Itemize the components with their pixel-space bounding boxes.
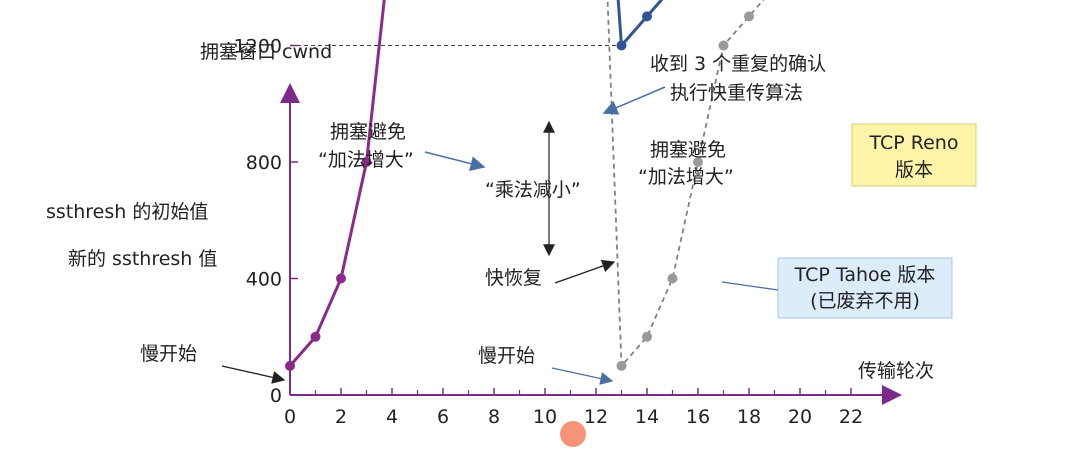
x-ticks: 0 2 4 6 8 10 12 14 16 18 20 22: [284, 388, 863, 428]
guide-lines: [290, 45, 622, 46]
triple-ack-label-1: 收到 3 个重复的确认: [650, 53, 826, 75]
ca2-label-1: 拥塞避免: [650, 139, 726, 161]
series-points: [285, 11, 754, 371]
series-slow-start-ca-point: [336, 273, 346, 284]
reno-label-1: TCP Reno: [869, 132, 959, 154]
tahoe-pointer: [721, 281, 779, 291]
series-slow-start-ca-point: [285, 360, 295, 371]
series-tahoe-point: [718, 40, 729, 51]
slow-start-arrow-1: [221, 365, 286, 384]
x-tick-label: 0: [284, 406, 296, 428]
md-label: “乘法减小”: [485, 179, 581, 201]
cursor-indicator: [560, 421, 586, 447]
x-tick-label: 2: [335, 406, 347, 428]
tahoe-label-2: (已废弃不用): [810, 290, 920, 312]
x-tick-label: 16: [686, 406, 710, 428]
tahoe-box: [777, 257, 953, 319]
y-tick-label: 800: [246, 152, 282, 174]
series-reno-line: [616, 0, 664, 50]
triple-ack-label-2: 执行快重传算法: [670, 82, 803, 104]
slow-start-arrow-2: [551, 367, 614, 385]
ca1-label-1: 拥塞避免: [330, 121, 406, 143]
y-axis-label: 拥塞窗口 cwnd: [200, 41, 332, 63]
ssthresh-initial-label: ssthresh 的初始值: [46, 201, 208, 223]
y-tick-label: 400: [246, 269, 282, 291]
series-tahoe-point: [616, 360, 627, 371]
ca2-label-2: “加法增大”: [638, 166, 734, 188]
series-reno-point: [616, 40, 627, 51]
x-axis-label: 传输轮次: [858, 360, 934, 382]
series-tahoe-point: [642, 331, 652, 342]
x-tick-label: 4: [386, 406, 398, 428]
x-tick-label: 6: [437, 406, 449, 428]
y-tick-label: 1200: [234, 36, 282, 58]
x-tick-label: 20: [788, 406, 812, 428]
series-slow-start-ca-point: [310, 331, 321, 342]
slow-start-label-2: 慢开始: [478, 345, 535, 367]
x-tick-label: 22: [839, 406, 863, 428]
reno-box: [851, 123, 977, 187]
tahoe-label-1: TCP Tahoe 版本: [794, 264, 936, 286]
x-tick-label: 8: [488, 406, 500, 428]
series-tahoe-point: [667, 273, 678, 284]
y-ticks: 04008001200160020002400: [234, 36, 298, 407]
reno-label-2: 版本: [895, 159, 933, 181]
series-tahoe-point: [744, 11, 754, 22]
y-tick-label: 0: [270, 385, 282, 407]
triple-ack-arrow: [602, 86, 666, 115]
ca1-arrow: [424, 151, 486, 171]
x-tick-label: 12: [584, 406, 608, 428]
ca1-label-2: “加法增大”: [318, 149, 414, 171]
series-tahoe-point: [693, 157, 703, 167]
x-tick-label: 10: [533, 406, 557, 428]
series-reno-point: [642, 11, 652, 22]
x-tick-label: 14: [635, 406, 659, 428]
fast-recovery-label: 快恢复: [485, 267, 542, 289]
fast-recovery-arrow: [554, 259, 616, 284]
series-slow-start-ca-point: [361, 157, 372, 167]
ssthresh-new-label: 新的 ssthresh 值: [68, 248, 217, 270]
slow-start-label-1: 慢开始: [140, 343, 197, 365]
x-tick-label: 18: [737, 406, 761, 428]
